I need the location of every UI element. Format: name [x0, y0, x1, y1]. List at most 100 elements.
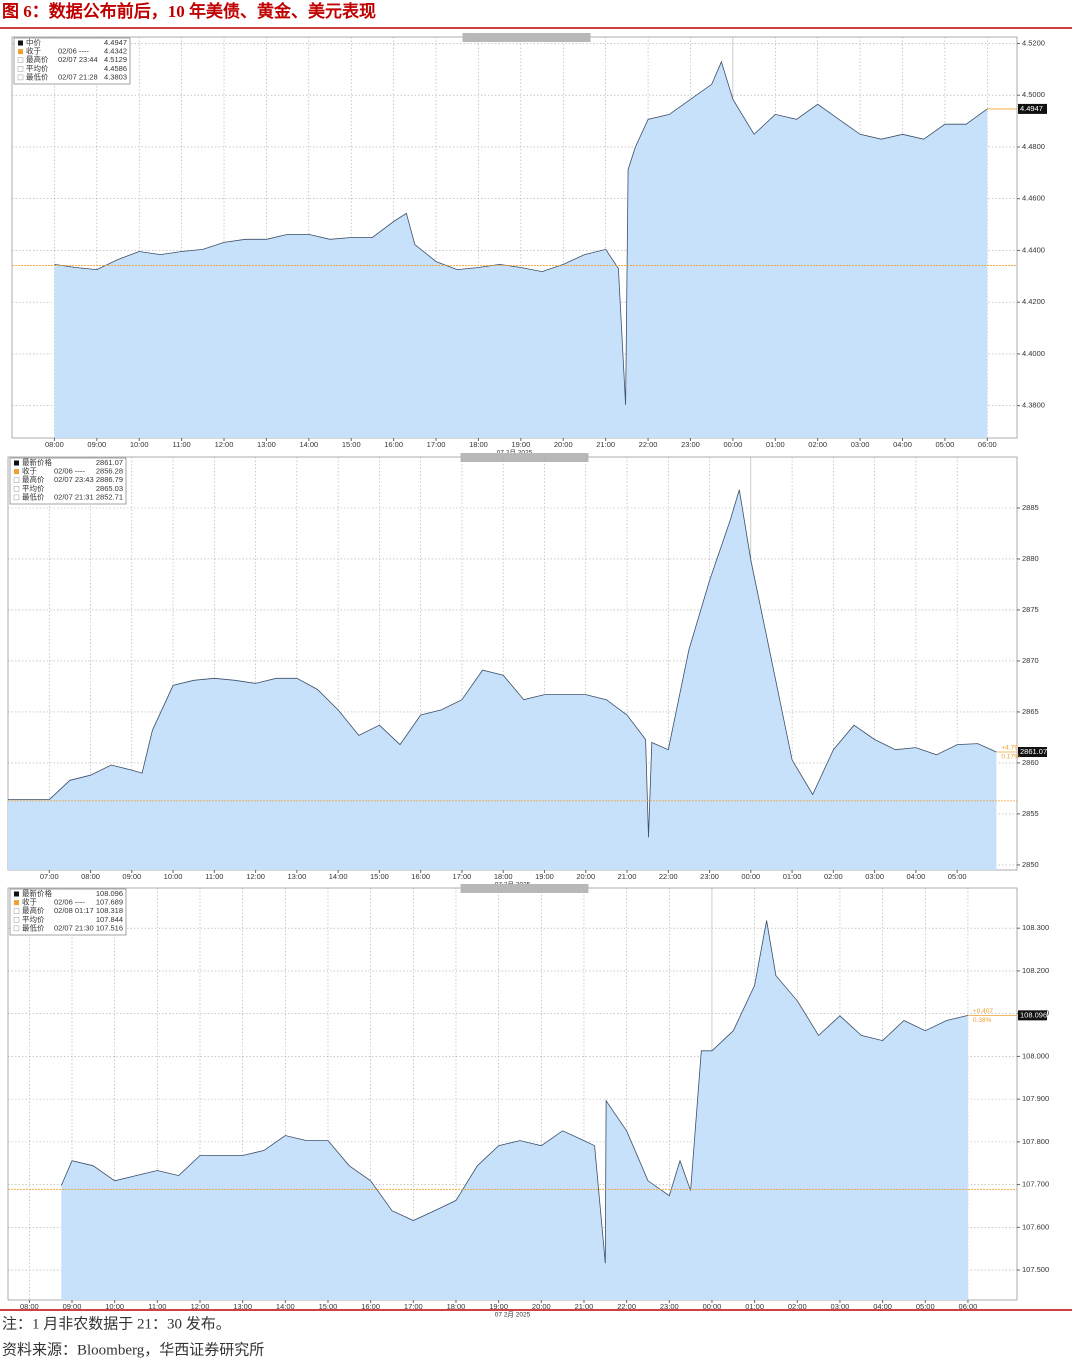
x-tick-label: 00:00: [723, 440, 742, 449]
x-tick-label: 08:00: [20, 1302, 39, 1311]
legend-label: 收于: [26, 46, 41, 56]
y-tick-label: 4.4400: [1022, 245, 1045, 254]
y-tick-label: 107.600: [1022, 1222, 1049, 1231]
legend-date: 02/07 23:44: [58, 55, 98, 64]
legend-value: 4.4342: [104, 47, 127, 56]
x-tick-label: 11:00: [148, 1302, 166, 1311]
x-tick-label: 19:00: [535, 872, 554, 881]
legend-label: 最低价: [22, 922, 45, 932]
x-tick-label: 08:00: [81, 872, 100, 881]
change-label: +4.79: [1001, 745, 1018, 752]
x-tick-label: 13:00: [287, 872, 306, 881]
legend-value: 107.689: [96, 898, 123, 907]
area: [61, 920, 968, 1300]
legend-label: 最新价格: [22, 457, 52, 467]
toolbar: [460, 453, 589, 462]
line: [60, 920, 968, 1264]
y-tick-label: 108.200: [1022, 966, 1049, 975]
legend-value: 107.516: [96, 923, 123, 932]
change-label: 0.17%: [1001, 754, 1020, 761]
legend-swatch: [13, 908, 20, 914]
x-tick-label: 03:00: [865, 872, 884, 881]
change-label: +0.407: [973, 1008, 993, 1015]
x-tick-label: 21:00: [618, 872, 637, 881]
x-tick-label: 04:00: [893, 440, 912, 449]
price-tag: [1018, 747, 1047, 758]
legend-label: 收于: [22, 466, 37, 476]
x-tick-label: 14:00: [329, 872, 348, 881]
x-tick-label: 07:00: [40, 872, 59, 881]
legend-date: 02/06 ----: [54, 898, 85, 907]
x-tick-label: 16:00: [384, 440, 403, 449]
x-tick-label: 05:00: [916, 1302, 935, 1311]
x-tick-label: 16:00: [361, 1302, 380, 1311]
legend-date: 02/07 21:31: [54, 492, 94, 501]
x-tick-label: 19:00: [511, 440, 530, 449]
x-tick-label: 01:00: [766, 440, 785, 449]
x-tick-label: 06:00: [959, 1302, 978, 1311]
x-tick-label: 02:00: [824, 872, 843, 881]
line: [54, 60, 988, 405]
change-label: 0.38%: [973, 1017, 992, 1024]
y-tick-label: 107.500: [1022, 1265, 1049, 1274]
note: 注：1 月非农数据于 21：30 发布。: [2, 1315, 231, 1332]
legend-date: 02/08 01:17: [54, 906, 94, 915]
legend-label: 最新价格: [22, 888, 52, 898]
legend-label: 最低价: [26, 71, 49, 81]
area: [8, 489, 997, 870]
toolbar: [460, 884, 589, 893]
legend: 中价 4.4947 收于 02/06 ---- 4.4342 最高价 02/07 23:44…: [13, 37, 131, 85]
legend-swatch: [17, 66, 24, 72]
y-tick-label: 4.5200: [1022, 38, 1045, 47]
x-tick-label: 00:00: [703, 1302, 722, 1311]
x-tick-label: 17:00: [427, 440, 446, 449]
x-tick-label: 10:00: [105, 1302, 124, 1311]
x-tick-label: 20:00: [554, 440, 573, 449]
x-tick-label: 01:00: [745, 1302, 764, 1311]
legend-value: 2886.79: [96, 475, 123, 484]
price-tag: [1018, 1010, 1047, 1021]
x-tick-label: 00:00: [741, 872, 760, 881]
x-tick-label: 11:00: [173, 440, 191, 449]
x-tick-label: 21:00: [596, 440, 615, 449]
legend-swatch: [18, 49, 23, 55]
legend-value: 108.096: [96, 889, 123, 898]
legend-swatch: [13, 486, 20, 492]
legend: 最新价格 2861.07 收于 02/06 ---- 2856.28 最高价 02/07 2…: [9, 457, 127, 505]
x-tick-label: 12:00: [191, 1302, 210, 1311]
legend-label: 平均价: [26, 63, 49, 73]
y-tick-label: 2860: [1022, 758, 1039, 767]
x-tick-label: 09:00: [63, 1302, 82, 1311]
price-tag: [1018, 103, 1047, 114]
x-tick-label: 13:00: [257, 440, 276, 449]
y-tick-label: 108.000: [1022, 1051, 1049, 1060]
legend-swatch: [14, 460, 19, 466]
y-tick-label: 2855: [1022, 809, 1039, 818]
legend-label: 最高价: [22, 905, 45, 915]
legend-value: 107.844: [96, 915, 123, 924]
x-tick-label: 01:00: [783, 872, 802, 881]
legend-swatch: [13, 925, 20, 932]
legend-value: 108.318: [96, 906, 123, 915]
legend-value: 4.5129: [104, 55, 127, 64]
y-tick-label: 2880: [1022, 554, 1039, 563]
x-tick-label: 14:00: [276, 1302, 295, 1311]
y-tick-label: 4.4200: [1022, 297, 1045, 306]
legend-box: [9, 888, 127, 936]
price-tag-label: 2861.07: [1020, 747, 1047, 756]
legend-swatch: [17, 74, 24, 81]
x-tick-label: 16:00: [411, 872, 430, 881]
x-tick-label: 10:00: [130, 440, 149, 449]
x-tick-label: 13:00: [233, 1302, 252, 1311]
x-tick-label: 03:00: [851, 440, 870, 449]
legend-swatch: [14, 891, 19, 897]
legend: 最新价格 108.096 收于 02/06 ---- 107.689 最高价 02/08 0…: [9, 888, 127, 936]
legend-swatch: [17, 57, 24, 63]
x-tick-label: 14:00: [299, 440, 318, 449]
area: [54, 61, 988, 439]
legend-label: 最高价: [22, 474, 45, 484]
figure-title: 图 6：数据公布前后，10 年美债、黄金、美元表现: [2, 1, 376, 21]
x-tick-label: 06:00: [978, 440, 997, 449]
y-tick-label: 4.4000: [1022, 349, 1045, 358]
y-tick-label: 2870: [1022, 656, 1039, 665]
